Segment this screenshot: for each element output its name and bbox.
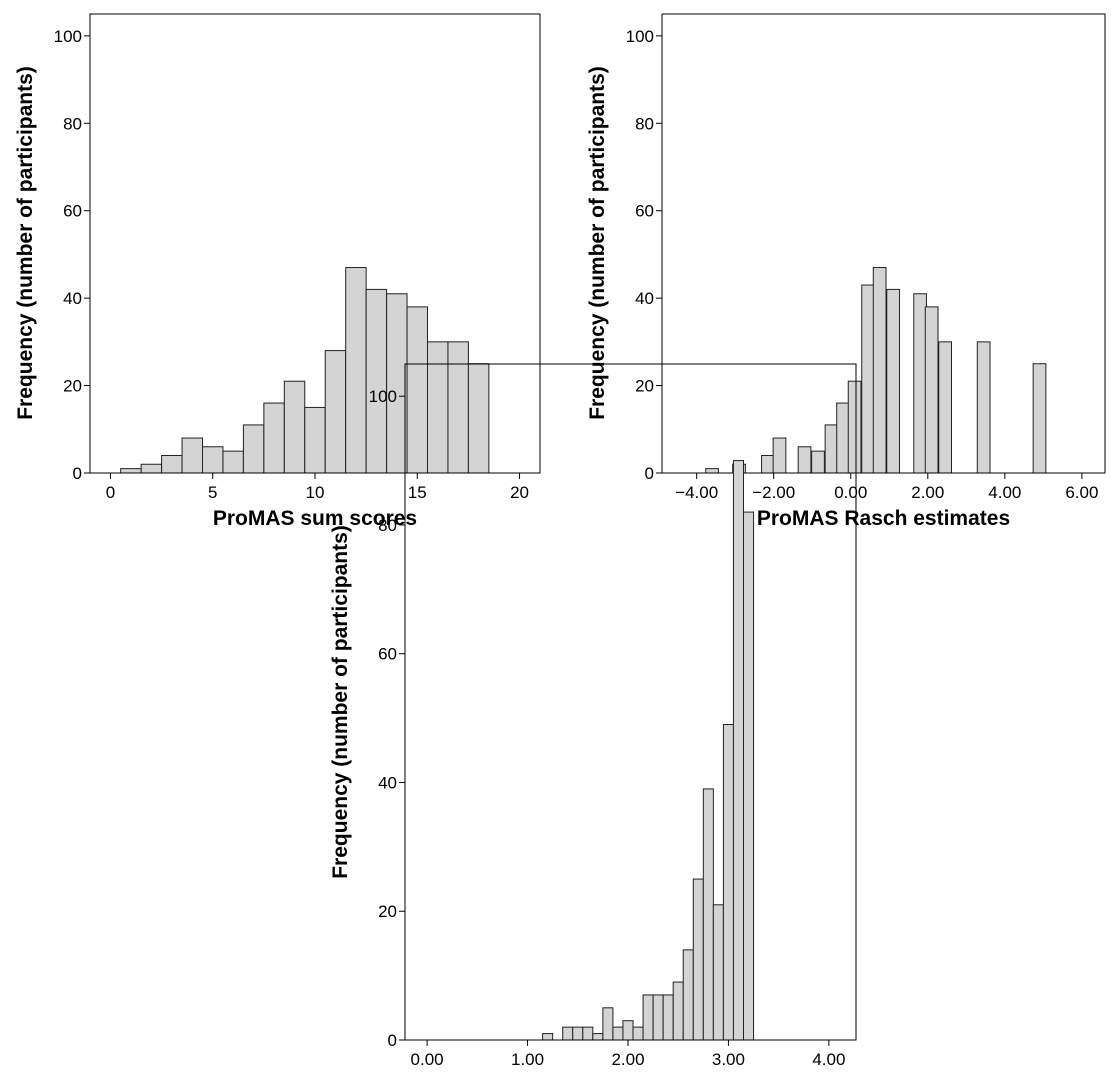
histogram-bar [572, 1026, 584, 1041]
y-tick-label: 100 [626, 27, 654, 46]
histogram-bar [743, 511, 755, 1041]
x-tick-label: −4.00 [675, 483, 718, 502]
histogram-bar [824, 424, 839, 474]
histogram-bar [938, 341, 952, 474]
chart-panel-1: 0 20 40 60 80 100 0 5 10 15 20 ProMAS sum scores Fre… [14, 13, 541, 530]
x-tick-label: 15 [408, 483, 427, 502]
histogram-bar [263, 402, 285, 474]
histogram-bar [283, 380, 306, 474]
histogram-bar [542, 1033, 554, 1041]
histogram-bar [1032, 363, 1047, 474]
y-tick-label: 20 [635, 377, 654, 396]
histogram-bar [242, 424, 265, 474]
histogram-bar [467, 363, 490, 474]
y-tick-label: 60 [378, 645, 397, 664]
y-tick-label: 20 [378, 902, 397, 921]
histogram-bar [602, 1007, 614, 1041]
histogram-bar [582, 1026, 594, 1041]
histogram-bar [662, 994, 674, 1041]
x-axis-label: ProMAS sum scores [213, 507, 417, 530]
histogram-bar [976, 341, 991, 474]
histogram-bar [732, 460, 745, 1041]
y-tick-label: 100 [54, 27, 82, 46]
histogram-bar [222, 450, 244, 474]
histogram-bar [913, 293, 927, 474]
histogram-bar [836, 402, 850, 474]
x-tick-label: 4.00 [812, 1050, 845, 1069]
y-tick-label: 100 [369, 387, 397, 406]
x-tick-label: 10 [306, 483, 325, 502]
histogram-bar [642, 994, 654, 1041]
histogram-bar [924, 306, 939, 474]
x-tick-label: −2.00 [752, 483, 795, 502]
histogram-bar [772, 437, 787, 474]
y-tick-label: 0 [388, 1031, 397, 1050]
x-tick-label: 0.00 [834, 483, 867, 502]
y-axis-label: Frequency (number of participants) [14, 66, 37, 420]
y-tick-label: 80 [378, 516, 397, 535]
histogram-bar [365, 288, 388, 474]
histogram-bar [712, 904, 724, 1041]
histogram-bar [886, 288, 900, 474]
histogram-bar [761, 455, 775, 474]
histogram-bar [872, 267, 887, 474]
histogram-bar [427, 341, 449, 474]
histogram-bar [861, 284, 875, 474]
plot-frame [404, 363, 857, 1041]
histogram-bar [324, 350, 347, 474]
x-tick-label: 1.00 [511, 1050, 544, 1069]
y-tick-label: 0 [645, 464, 654, 483]
y-axis-label: Frequency (number of participants) [586, 66, 609, 420]
y-tick-label: 80 [635, 114, 654, 133]
x-tick-label: 0 [106, 483, 115, 502]
histogram-bar [345, 267, 367, 474]
y-axis-label: Frequency (number of participants) [329, 525, 352, 879]
histogram-bar [202, 446, 224, 474]
histogram-bar [702, 788, 714, 1041]
x-axis-label: ProMAS Rasch estimates [757, 507, 1010, 530]
y-tick-label: 20 [63, 377, 82, 396]
y-tick-label: 40 [378, 773, 397, 792]
x-tick-label: 3.00 [712, 1050, 745, 1069]
histogram-bar [692, 878, 704, 1041]
x-tick-label: 6.00 [1065, 483, 1098, 502]
histogram-bar [632, 1026, 644, 1041]
x-tick-label: 2.00 [911, 483, 944, 502]
histogram-bar [120, 468, 142, 474]
histogram-bar [672, 981, 684, 1041]
histogram-bar [304, 406, 326, 474]
histogram-bar [811, 450, 825, 474]
histogram-bar [612, 1026, 624, 1041]
chart-panel-2: 0 20 40 60 80 100 −4.00 −2.00 0.00 2.00 4.00 6.00 Pr… [586, 13, 1106, 530]
x-tick-label: 5 [208, 483, 217, 502]
histogram-bar [722, 724, 734, 1041]
histogram-bar [622, 1020, 634, 1041]
histogram-bar [181, 437, 204, 474]
x-tick-label: 4.00 [988, 483, 1021, 502]
histogram-bar [847, 380, 862, 474]
y-tick-label: 0 [73, 464, 82, 483]
histogram-bar [705, 468, 719, 474]
y-tick-label: 60 [63, 202, 82, 221]
histogram-bar [652, 994, 664, 1041]
x-tick-label: 20 [510, 483, 529, 502]
histogram-bar [406, 306, 428, 474]
histogram-bar [161, 455, 183, 474]
y-tick-label: 80 [63, 114, 82, 133]
chart-panel-3: 0204060801000.001.002.003.004.00MARSFreq… [329, 363, 857, 1069]
plot-frame [661, 13, 1106, 474]
histogram-bar [386, 293, 408, 474]
histogram-bar [562, 1026, 574, 1041]
x-tick-label: 0.00 [411, 1050, 444, 1069]
histogram-bar [797, 446, 812, 474]
histogram-bar [140, 463, 163, 474]
histogram-bar [447, 341, 469, 474]
x-tick-label: 2.00 [611, 1050, 644, 1069]
histogram-bar [682, 949, 694, 1041]
y-tick-label: 40 [63, 289, 82, 308]
y-tick-label: 60 [635, 202, 654, 221]
y-tick-label: 40 [635, 289, 654, 308]
histogram-bar [592, 1033, 604, 1041]
